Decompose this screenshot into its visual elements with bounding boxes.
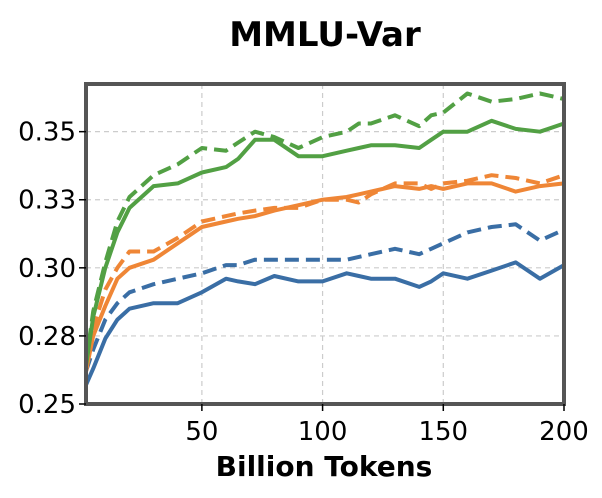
series-line-2 [84,181,565,372]
series-line-4 [84,118,565,367]
y-tick-label: 0.25 [18,390,76,420]
series-lines [84,91,565,386]
x-tick-label: 50 [185,417,218,447]
x-tick-label: 150 [418,417,468,447]
y-tick-label: 0.33 [18,186,76,216]
grid [86,84,565,405]
x-axis-label: Billion Tokens [216,450,433,483]
y-tick-label: 0.35 [18,118,76,148]
x-axis-ticks: 50 100 150 200 [185,404,589,447]
x-tick-label: 100 [298,417,348,447]
x-tick-label: 200 [539,417,589,447]
series-line-0 [84,260,565,386]
y-axis-ticks: 0.25 0.28 0.30 0.33 0.35 [18,118,86,420]
series-line-1 [84,222,565,372]
series-line-5 [84,91,565,364]
chart-title: MMLU-Var [229,15,421,55]
series-line-3 [84,173,565,372]
y-tick-label: 0.28 [18,322,76,352]
plot-frame [84,82,566,406]
y-tick-label: 0.30 [18,254,76,284]
